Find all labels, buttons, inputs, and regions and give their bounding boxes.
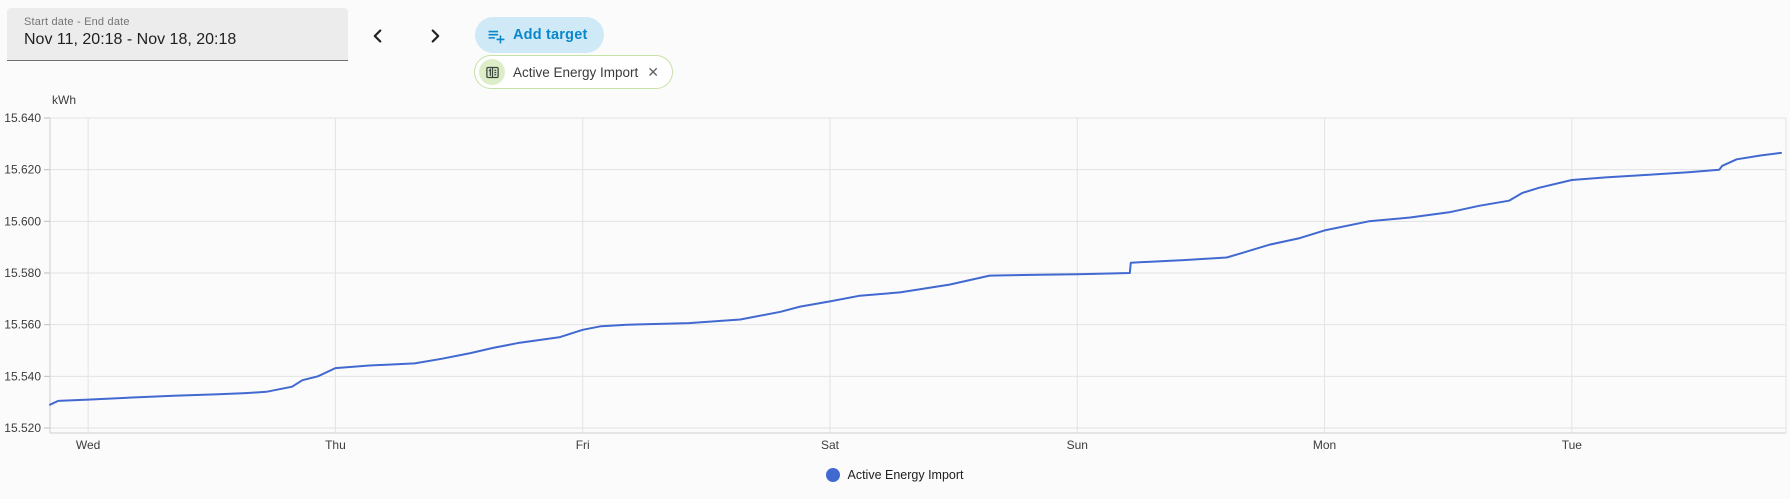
legend: Active Energy Import (0, 462, 1790, 488)
series-line-active-energy-import (49, 151, 1782, 406)
x-axis-label: Mon (1313, 438, 1336, 452)
y-axis-label: 15.620 (4, 163, 41, 177)
x-axis-label: Tue (1562, 438, 1583, 452)
legend-series-dot[interactable] (826, 468, 841, 482)
target-chip-label: Active Energy Import (513, 64, 639, 80)
date-range-field[interactable]: Start date - End date Nov 11, 20:18 - No… (7, 8, 348, 61)
x-axis-label: Sun (1067, 438, 1088, 452)
y-axis-label: 15.520 (4, 421, 41, 435)
x-axis-label: Wed (76, 438, 100, 452)
close-icon[interactable]: ✕ (647, 64, 660, 80)
y-axis-label: 15.540 (4, 369, 41, 383)
add-target-button[interactable]: Add target (475, 17, 604, 53)
y-axis-unit-label: kWh (52, 93, 76, 107)
y-axis-label: 15.560 (4, 318, 41, 332)
chevron-left-icon (367, 25, 389, 47)
chevron-right-icon (424, 25, 446, 47)
previous-period-button[interactable] (358, 16, 398, 56)
y-axis-label: 15.580 (4, 266, 41, 280)
x-axis-label: Sat (821, 438, 840, 452)
date-range-value: Nov 11, 20:18 - Nov 18, 20:18 (24, 31, 237, 48)
x-axis-label: Fri (576, 438, 590, 452)
energy-meter-icon (479, 59, 505, 85)
y-axis-label: 15.640 (4, 111, 41, 125)
date-range-label: Start date - End date (24, 16, 130, 28)
target-chip-active-energy-import[interactable]: Active Energy Import ✕ (474, 55, 674, 89)
next-period-button[interactable] (415, 16, 455, 56)
x-axis-label: Thu (325, 438, 346, 452)
add-target-label: Add target (513, 27, 588, 43)
playlist-add-icon (487, 26, 506, 45)
legend-series-label[interactable]: Active Energy Import (847, 468, 964, 482)
y-axis-label: 15.600 (4, 214, 41, 228)
